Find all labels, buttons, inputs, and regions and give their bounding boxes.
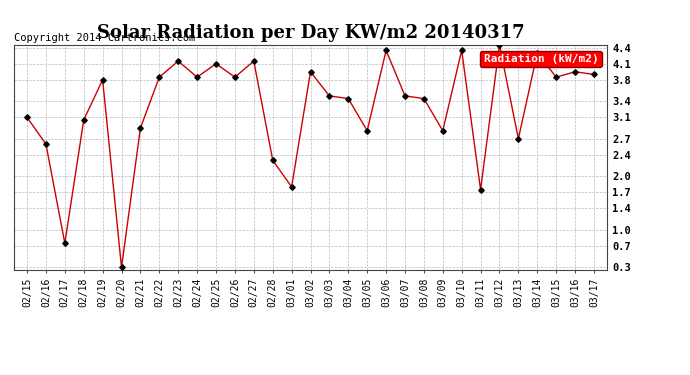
- Legend: Radiation (kW/m2): Radiation (kW/m2): [480, 51, 602, 67]
- Text: Copyright 2014 Cartronics.com: Copyright 2014 Cartronics.com: [14, 33, 195, 43]
- Title: Solar Radiation per Day KW/m2 20140317: Solar Radiation per Day KW/m2 20140317: [97, 24, 524, 42]
